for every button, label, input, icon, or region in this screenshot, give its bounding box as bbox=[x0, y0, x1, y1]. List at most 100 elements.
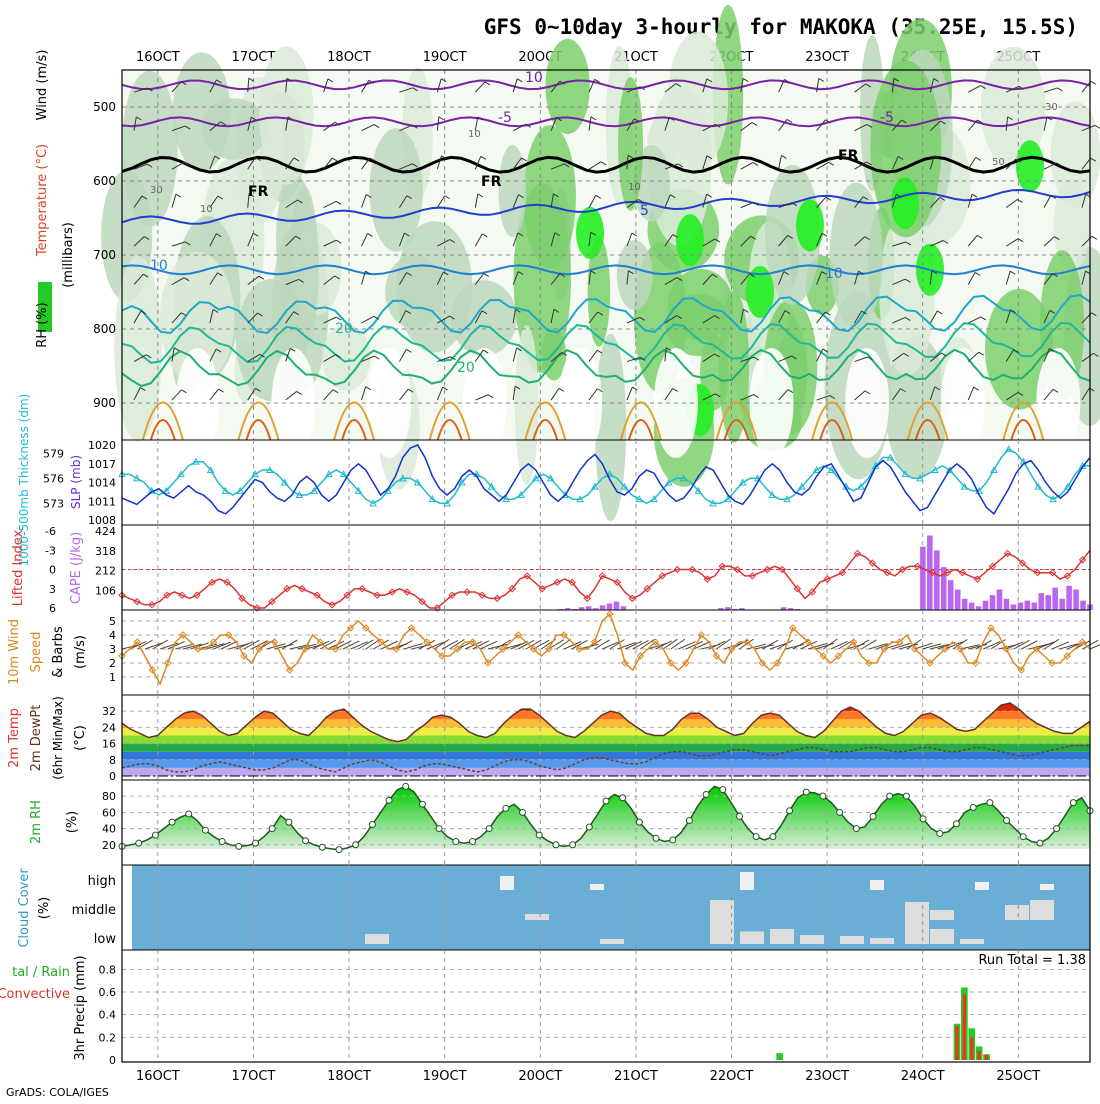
wind-barb bbox=[968, 316, 982, 324]
wind-barb bbox=[437, 239, 450, 247]
rh-contour-label: 50 bbox=[992, 157, 1005, 168]
wind-barb-flag bbox=[784, 78, 790, 83]
surface-wind-barb bbox=[220, 640, 238, 650]
wind-barb bbox=[702, 393, 716, 401]
wind-barb-flag bbox=[556, 117, 562, 122]
wind-barb bbox=[285, 278, 299, 286]
wind-ylabel-a: 10m Wind bbox=[7, 619, 22, 685]
wind-barb-flag bbox=[628, 270, 634, 275]
rh2m-point bbox=[151, 831, 159, 839]
surface-wind-barb bbox=[449, 639, 465, 650]
surface-wind-barb bbox=[380, 640, 398, 650]
wind-barb bbox=[816, 161, 830, 170]
thickness-point bbox=[738, 478, 747, 486]
wind-barb bbox=[247, 388, 256, 401]
wind-barb-flag bbox=[374, 355, 380, 360]
wind-barb-flag bbox=[632, 386, 638, 391]
lifted-index-point bbox=[733, 565, 742, 574]
wind-barb-flag bbox=[487, 394, 494, 399]
wind10m-point bbox=[590, 638, 599, 646]
thickness-point bbox=[930, 465, 939, 473]
lifted-index-point bbox=[208, 578, 216, 587]
rh-shading bbox=[514, 325, 539, 485]
wind-barb bbox=[285, 311, 295, 324]
wind-barb bbox=[512, 386, 516, 401]
temp-band bbox=[122, 759, 1090, 768]
wind-barb-flag bbox=[742, 77, 749, 82]
wind-barb-flag bbox=[865, 83, 872, 88]
rh2m-point bbox=[535, 831, 543, 839]
wind-barb bbox=[626, 199, 639, 209]
wind-barb-flag bbox=[627, 154, 634, 159]
rh2m-point bbox=[1053, 825, 1061, 833]
wind-barb-flag bbox=[334, 121, 341, 126]
surface-wind-barb bbox=[281, 639, 298, 650]
isotherm-warm-arch bbox=[428, 401, 471, 441]
cape-bar bbox=[975, 606, 982, 610]
wind-barb bbox=[171, 125, 186, 132]
temp-band bbox=[122, 751, 1090, 760]
rh-shading bbox=[980, 46, 1046, 169]
wind-barb-flag bbox=[184, 125, 191, 130]
wind-barb-flag bbox=[180, 81, 187, 86]
isotherm-warm-arch bbox=[619, 401, 662, 441]
thickness-point bbox=[990, 465, 998, 473]
cape-bar bbox=[780, 607, 787, 610]
wind-barb-flag bbox=[561, 351, 567, 356]
rh2m-point bbox=[602, 797, 610, 805]
wind-barb bbox=[323, 354, 336, 362]
cloud-high-block bbox=[870, 880, 884, 890]
wind-barb-flag bbox=[406, 272, 412, 276]
wind-barb-flag bbox=[941, 352, 947, 357]
wind-barb bbox=[588, 270, 592, 285]
cape-bar bbox=[968, 602, 975, 610]
wind-barb bbox=[209, 155, 216, 170]
wind-barb bbox=[474, 156, 482, 170]
wind10m-point bbox=[804, 638, 812, 646]
wind-barb-flag bbox=[406, 348, 412, 353]
cloud-mid-block bbox=[905, 902, 929, 920]
surface-wind-barb bbox=[800, 640, 818, 650]
isotherm-line bbox=[121, 155, 1091, 174]
wind-barb bbox=[664, 234, 674, 247]
rh-area bbox=[122, 786, 1090, 850]
precip-convective-bar bbox=[955, 1026, 959, 1060]
wind-barb-flag bbox=[1010, 309, 1016, 314]
surface-wind-barb bbox=[975, 640, 992, 650]
cape-bar bbox=[1066, 585, 1072, 610]
isotherm-hot-arch bbox=[436, 419, 463, 441]
rh2m-point bbox=[502, 804, 510, 812]
lifted-index-point bbox=[718, 562, 727, 570]
lifted-index-point bbox=[478, 591, 486, 599]
wind-barb bbox=[437, 315, 450, 324]
thickness-point bbox=[768, 490, 777, 498]
wind-barb-flag bbox=[714, 353, 720, 358]
temp-tick: 8 bbox=[109, 754, 116, 767]
wind-barb-flag bbox=[369, 157, 376, 162]
wind10m-point bbox=[560, 631, 568, 639]
wind-barb-flag bbox=[862, 196, 869, 201]
cape-bar bbox=[613, 601, 620, 610]
cape-tick: 212 bbox=[95, 565, 116, 578]
wind-barb bbox=[474, 273, 485, 285]
surface-wind-barb bbox=[243, 639, 260, 650]
thickness-point bbox=[280, 478, 289, 486]
wind-barb bbox=[740, 162, 754, 170]
cape-bar bbox=[940, 567, 947, 610]
wind-barb-flag bbox=[596, 349, 603, 354]
thickness-point bbox=[605, 470, 614, 478]
wind-barb-flag bbox=[1054, 236, 1060, 241]
wind-barb bbox=[929, 120, 941, 132]
surface-wind-barb bbox=[411, 644, 431, 650]
wind-barb bbox=[854, 123, 868, 132]
wind-barb bbox=[854, 390, 866, 401]
wind10m-point bbox=[987, 624, 995, 632]
wind-barb bbox=[133, 310, 142, 324]
rh-high-core bbox=[891, 177, 919, 230]
precip-tick: 0.4 bbox=[99, 1009, 117, 1022]
surface-wind-barb bbox=[495, 639, 511, 650]
cloud-low-block bbox=[740, 931, 764, 944]
wind-barb-flag bbox=[477, 193, 484, 198]
wind-barb bbox=[512, 232, 519, 247]
thickness-point bbox=[177, 470, 185, 478]
